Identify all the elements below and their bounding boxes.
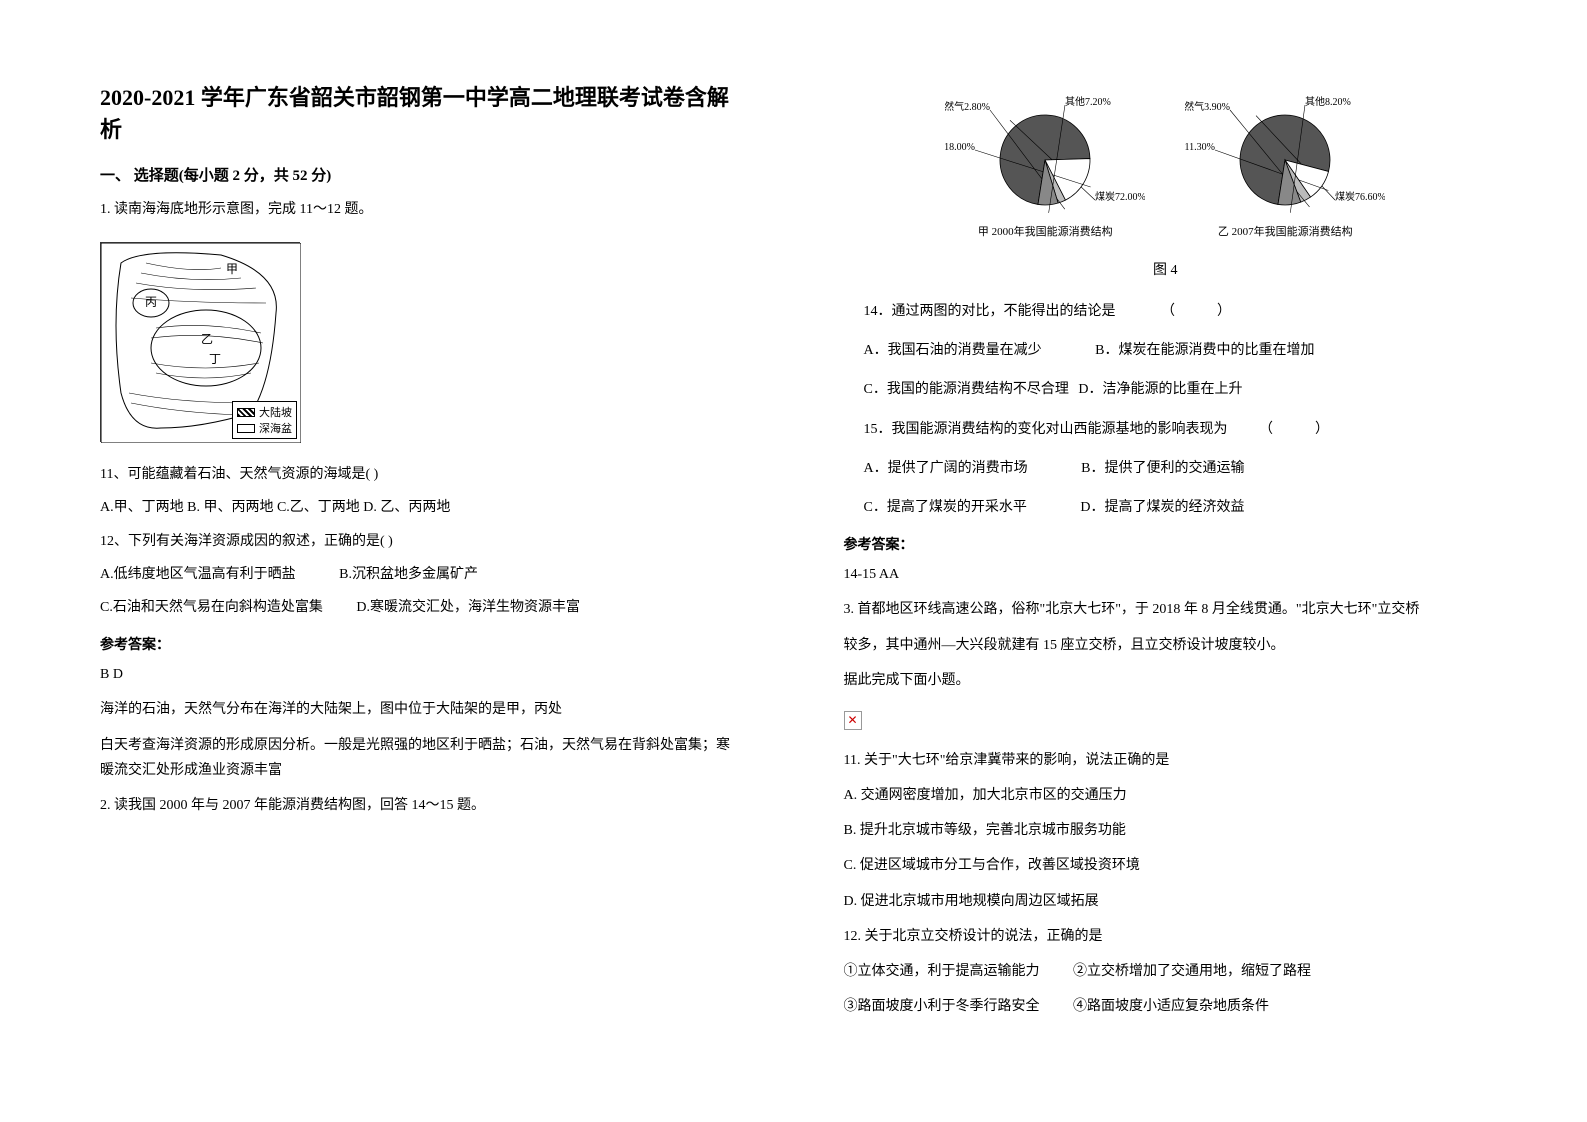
answer-header-1: 参考答案： <box>100 634 744 654</box>
right-column: 煤炭72.00%石油18.00%天然气2.80%其他7.20% 甲 2000年我… <box>794 0 1587 1122</box>
map-label-a: 甲 <box>226 262 238 276</box>
svg-text:煤炭72.00%: 煤炭72.00% <box>1095 190 1145 203</box>
explain-1: 海洋的石油，天然气分布在海洋的大陆架上，图中位于大陆架的是甲，丙处 <box>100 697 744 722</box>
q3-intro-2: 较多，其中通州—大兴段就建有 15 座立交桥，且立交桥设计坡度较小。 <box>844 633 1488 658</box>
q2-intro: 2. 读我国 2000 年与 2007 年能源消费结构图，回答 14～15 题。 <box>100 793 744 818</box>
svg-text:煤炭76.60%: 煤炭76.60% <box>1335 190 1385 203</box>
q15-row1: A．提供了广阔的消费市场 B．提供了便利的交通运输 <box>844 456 1488 481</box>
q14-row2: C．我国的能源消费结构不尽合理 D．洁净能源的比重在上升 <box>844 377 1488 402</box>
pie-chart-row: 煤炭72.00%石油18.00%天然气2.80%其他7.20% 甲 2000年我… <box>844 80 1488 239</box>
q12: 12、下列有关海洋资源成因的叙述，正确的是( ) <box>100 529 744 554</box>
svg-text:天然气2.80%: 天然气2.80% <box>945 100 990 113</box>
q3-11c: C. 促进区域城市分工与合作，改善区域投资环境 <box>844 853 1488 878</box>
q1-intro: 1. 读南海海底地形示意图，完成 11～12 题。 <box>100 197 744 222</box>
q15: 15．我国能源消费结构的变化对山西能源基地的影响表现为 （ ） <box>844 417 1488 442</box>
svg-text:其他7.20%: 其他7.20% <box>1065 95 1111 108</box>
q3-11b: B. 提升北京城市等级，完善北京城市服务功能 <box>844 818 1488 843</box>
q3-12: 12. 关于北京立交桥设计的说法，正确的是 <box>844 924 1488 949</box>
exam-title: 2020-2021 学年广东省韶关市韶钢第一中学高二地理联考试卷含解析 <box>100 80 744 144</box>
answer-2: 14-15 AA <box>844 562 1488 587</box>
explain-2: 白天考查海洋资源的形成原因分析。一般是光照强的地区利于晒盐；石油，天然气易在背斜… <box>100 733 744 783</box>
legend-basin: 深海盆 <box>237 420 292 436</box>
q3-12-row1: ①立体交通，利于提高运输能力 ②立交桥增加了交通用地，缩短了路程 <box>844 959 1488 984</box>
answer-header-2: 参考答案： <box>844 534 1488 554</box>
left-column: 2020-2021 学年广东省韶关市韶钢第一中学高二地理联考试卷含解析 一、 选… <box>0 0 794 1122</box>
q3-intro-1: 3. 首都地区环线高速公路，俗称"北京大七环"，于 2018 年 8 月全线贯通… <box>844 597 1488 622</box>
q3-intro-3: 据此完成下面小题。 <box>844 668 1488 693</box>
q15-row2: C．提高了煤炭的开采水平 D．提高了煤炭的经济效益 <box>844 495 1488 520</box>
q14: 14．通过两图的对比，不能得出的结论是 （ ） <box>844 299 1488 324</box>
pie-2000: 煤炭72.00%石油18.00%天然气2.80%其他7.20% 甲 2000年我… <box>945 80 1145 239</box>
q12-row2: C.石油和天然气易在向斜构造处富集 D.寒暖流交汇处，海洋生物资源丰富 <box>100 595 744 620</box>
q14-row1: A．我国石油的消费量在减少 B．煤炭在能源消费中的比重在增加 <box>844 338 1488 363</box>
q11: 11、可能蕴藏着石油、天然气资源的海域是( ) <box>100 462 744 487</box>
q3-11d: D. 促进北京城市用地规模向周边区域拓展 <box>844 889 1488 914</box>
svg-text:其他8.20%: 其他8.20% <box>1305 95 1351 108</box>
q3-11: 11. 关于"大七环"给京津冀带来的影响，说法正确的是 <box>844 748 1488 773</box>
map-label-d: 丁 <box>209 352 221 366</box>
pie-2007: 煤炭76.60%石油11.30%天然气3.90%其他8.20% 乙 2007年我… <box>1185 80 1385 239</box>
map-label-b: 丙 <box>145 295 157 309</box>
q11-options: A.甲、丁两地 B. 甲、丙两地 C.乙、丁两地 D. 乙、丙两地 <box>100 495 744 520</box>
svg-text:石油11.30%: 石油11.30% <box>1185 140 1215 153</box>
section-header: 一、 选择题(每小题 2 分，共 52 分) <box>100 164 744 185</box>
broken-image-icon: ✕ <box>844 711 862 730</box>
map-label-c: 乙 <box>201 332 213 346</box>
q3-11a: A. 交通网密度增加，加大北京市区的交通压力 <box>844 783 1488 808</box>
svg-text:石油18.00%: 石油18.00% <box>945 140 975 153</box>
legend-shelf: 大陆坡 <box>237 404 292 420</box>
answer-1: B D <box>100 662 744 687</box>
figure-4-label: 图 4 <box>844 259 1488 279</box>
q12-row1: A.低纬度地区气温高有利于晒盐 B.沉积盆地多金属矿产 <box>100 562 744 587</box>
sea-map-figure: 甲 丙 乙 丁 大陆坡 深海盆 <box>100 242 300 442</box>
q3-12-row2: ③路面坡度小利于冬季行路安全 ④路面坡度小适应复杂地质条件 <box>844 994 1488 1019</box>
svg-text:天然气3.90%: 天然气3.90% <box>1185 100 1230 113</box>
